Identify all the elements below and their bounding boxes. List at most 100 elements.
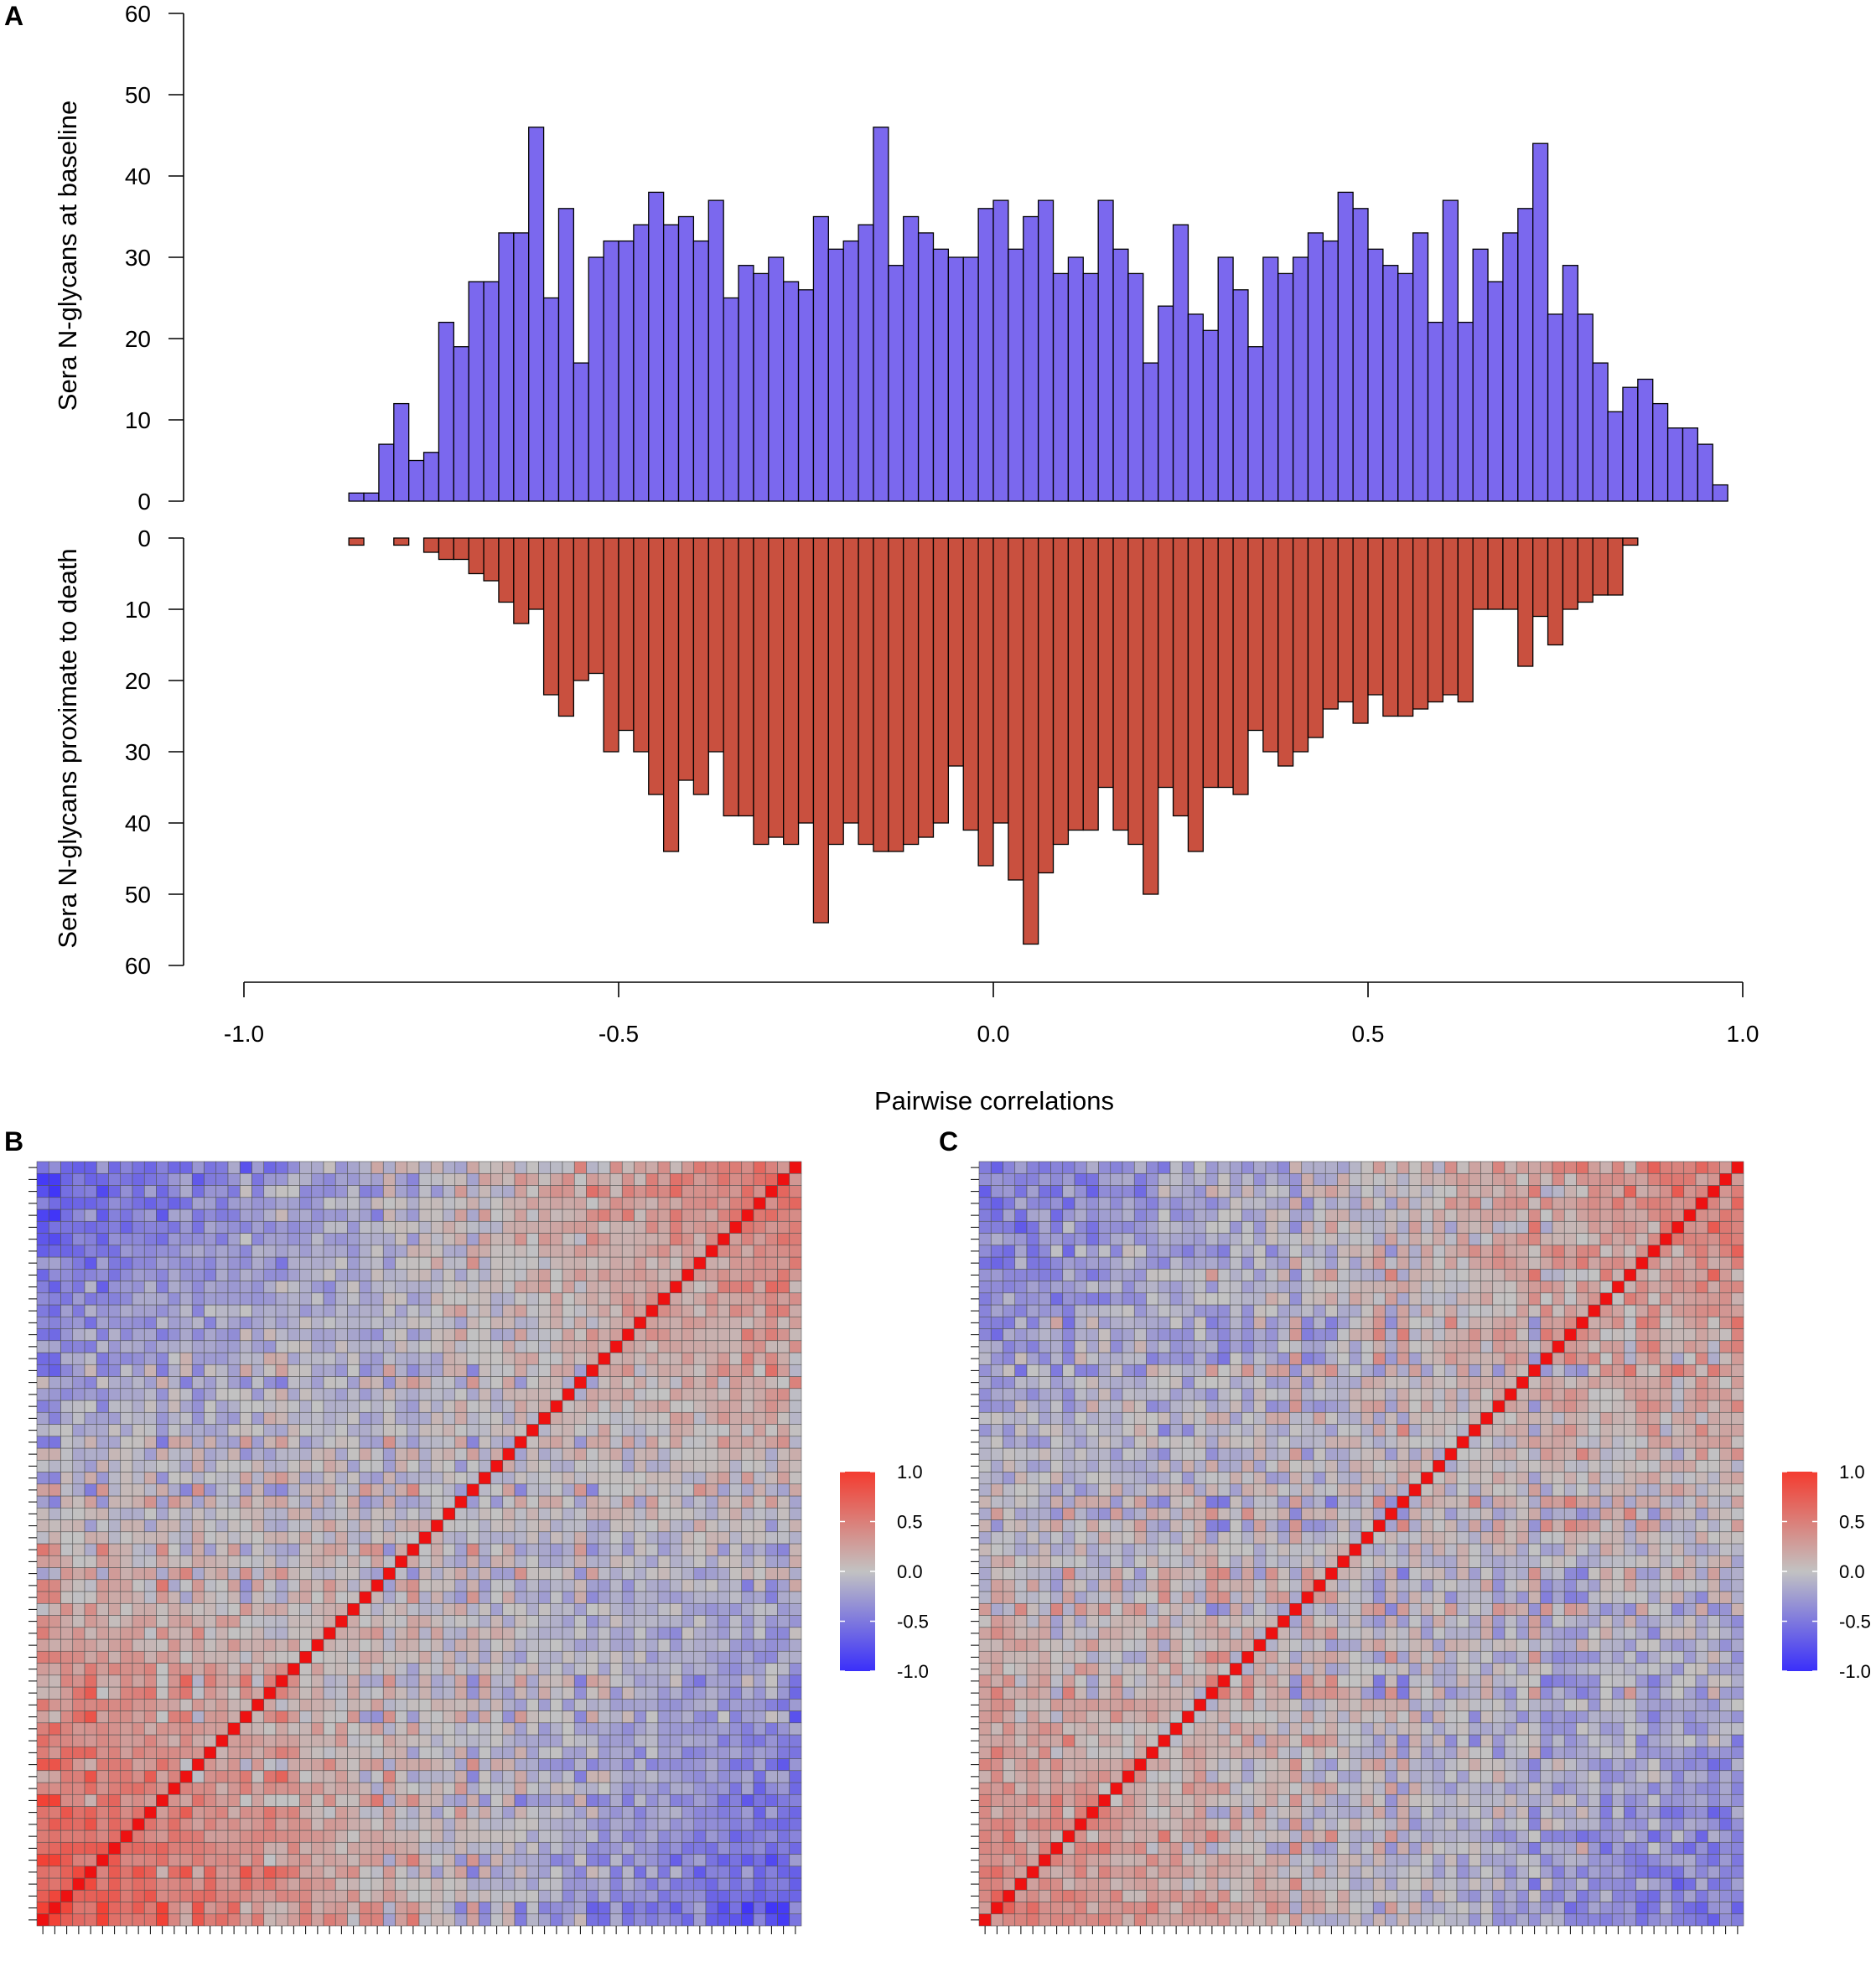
- heatmap-b-cell: [359, 1411, 372, 1425]
- heatmap-b-cell: [347, 1495, 360, 1509]
- heatmap-b-cell: [143, 1591, 157, 1604]
- heatmap-b-cell: [753, 1830, 766, 1843]
- baseline-bar-35: [873, 127, 889, 502]
- heatmap-b-cell: [156, 1830, 169, 1843]
- heatmap-c-cell: [1169, 1854, 1183, 1867]
- heatmap-b-cell: [108, 1638, 122, 1652]
- heatmap-b-cell: [705, 1411, 718, 1425]
- heatmap-b-cell: [287, 1818, 300, 1831]
- heatmap-b-cell: [466, 1304, 479, 1317]
- heatmap-b-cell: [789, 1579, 802, 1592]
- heatmap-b-cell: [359, 1854, 372, 1867]
- heatmap-b-cell: [550, 1459, 563, 1472]
- heatmap-b-cell: [204, 1316, 217, 1329]
- heatmap-b-cell: [562, 1567, 575, 1581]
- heatmap-b-cell: [550, 1245, 563, 1258]
- heatmap-b-cell: [764, 1866, 778, 1879]
- heatmap-b-cell: [645, 1424, 659, 1437]
- heatmap-b-cell: [729, 1793, 743, 1807]
- x-tick-label-2: 0.0: [977, 1021, 1010, 1047]
- heatmap-b-cell: [634, 1197, 647, 1210]
- heatmap-b-cell: [143, 1208, 157, 1222]
- heatmap-b-cell: [514, 1567, 527, 1581]
- heatmap-b-cell: [777, 1650, 790, 1664]
- heatmap-b-cell: [72, 1830, 86, 1843]
- heatmap-c-cell: [1289, 1830, 1303, 1843]
- heatmap-b-cell: [550, 1866, 563, 1879]
- heatmap-b-cell: [299, 1543, 313, 1556]
- heatmap-c-cell: [1050, 1818, 1064, 1831]
- heatmap-b-cell: [395, 1495, 408, 1509]
- heatmap-b-cell: [526, 1161, 539, 1174]
- heatmap-b-cell: [717, 1686, 730, 1700]
- heatmap-b-cell: [334, 1627, 348, 1640]
- heatmap-b-cell: [239, 1866, 252, 1879]
- heatmap-b-cell: [204, 1507, 217, 1520]
- heatmap-b-cell: [681, 1650, 695, 1664]
- heatmap-b-cell: [789, 1913, 802, 1927]
- heatmap-b-cell: [239, 1615, 252, 1628]
- heatmap-b-cell: [215, 1340, 229, 1353]
- heatmap-b-cell: [311, 1579, 324, 1592]
- heatmap-b-cell: [132, 1268, 145, 1281]
- baseline-bar-18: [618, 240, 635, 502]
- heatmap-b-cell: [777, 1436, 790, 1449]
- baseline-bar-30: [797, 289, 815, 502]
- heatmap-b-cell: [777, 1459, 790, 1472]
- heatmap-c-cell: [1624, 1877, 1637, 1891]
- baseline-bar-52: [1127, 272, 1144, 502]
- heatmap-b-cell: [72, 1316, 86, 1329]
- heatmap-b-cell: [382, 1424, 396, 1437]
- heatmap-b-cell: [156, 1710, 169, 1724]
- heatmap-b-cell: [48, 1292, 61, 1306]
- heatmap-b-cell: [168, 1400, 181, 1413]
- heatmap-c-cell: [1611, 1854, 1625, 1867]
- heatmap-b-cell: [36, 1746, 49, 1759]
- heatmap-b-cell: [657, 1567, 671, 1581]
- heatmap-b-cell: [717, 1352, 730, 1365]
- heatmap-b-cell: [215, 1233, 229, 1246]
- heatmap-b-cell: [156, 1806, 169, 1819]
- heatmap-b-cell: [418, 1519, 432, 1533]
- heatmap-c-cell: [1683, 1830, 1697, 1843]
- heatmap-b-cell: [466, 1495, 479, 1509]
- heatmap-b-cell: [191, 1615, 205, 1628]
- heatmap-b-cell: [514, 1638, 527, 1652]
- heatmap-c-cell: [1217, 1902, 1231, 1915]
- heatmap-c-cell: [1671, 1866, 1685, 1879]
- heatmap-b-cell: [741, 1424, 754, 1437]
- heatmap-b-cell: [227, 1567, 241, 1581]
- heatmap-b-cell: [168, 1507, 181, 1520]
- heatmap-b-cell: [764, 1818, 778, 1831]
- heatmap-b-cell: [705, 1483, 718, 1497]
- heatmap-b-cell: [143, 1602, 157, 1616]
- heatmap-b-cell: [669, 1663, 682, 1676]
- heatmap-b-cell: [168, 1579, 181, 1592]
- heatmap-b-cell: [550, 1579, 563, 1592]
- heatmap-c-cell: [1003, 1818, 1016, 1831]
- heatmap-c-cell: [1313, 1877, 1326, 1891]
- heatmap-b-cell: [705, 1507, 718, 1520]
- heatmap-b-cell: [621, 1400, 635, 1413]
- heatmap-b-cell: [693, 1591, 707, 1604]
- baseline-bar-43: [992, 199, 1009, 502]
- heatmap-b-cell: [418, 1208, 432, 1222]
- heatmap-b-cell: [586, 1292, 599, 1306]
- heatmap-b-cell: [430, 1889, 443, 1902]
- heatmap-b-cell: [454, 1889, 468, 1902]
- heatmap-b-cell: [120, 1472, 133, 1485]
- heatmap-c-cell: [1062, 1818, 1075, 1831]
- heatmap-c-cell: [1563, 1913, 1577, 1927]
- heatmap-b-cell: [251, 1818, 265, 1831]
- heatmap-b-cell: [681, 1161, 695, 1174]
- heatmap-b-cell: [239, 1543, 252, 1556]
- heatmap-c-cell: [990, 1830, 1003, 1843]
- heatmap-b-cell: [550, 1388, 563, 1401]
- heatmap-b-cell: [430, 1304, 443, 1317]
- heatmap-b-cell: [645, 1543, 659, 1556]
- heatmap-b-cell: [443, 1304, 456, 1317]
- heatmap-c-cell: [1301, 1877, 1314, 1891]
- heatmap-b-cell: [657, 1519, 671, 1533]
- heatmap-c-cell: [1122, 1841, 1135, 1855]
